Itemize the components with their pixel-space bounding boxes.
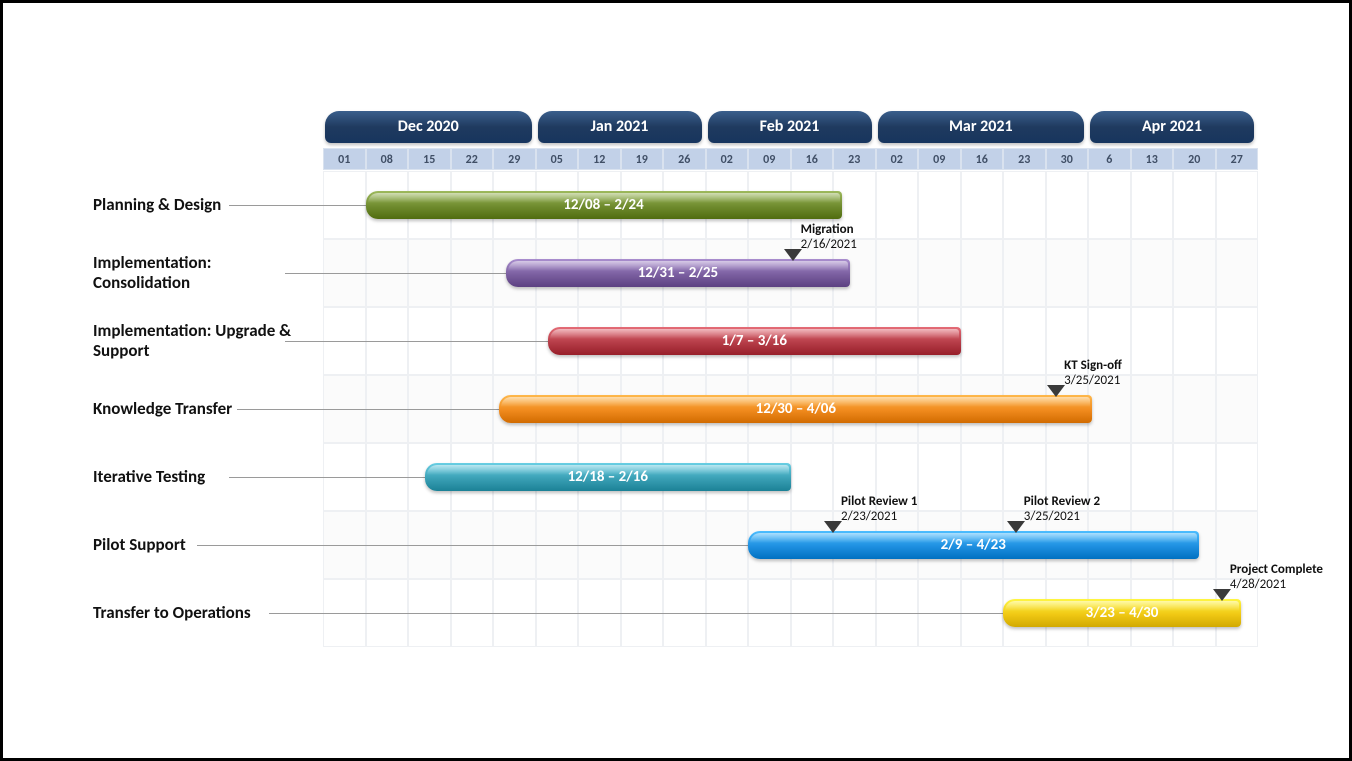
milestone-marker xyxy=(1047,385,1065,397)
week-header: 26 xyxy=(663,148,706,170)
grid-cell xyxy=(1131,307,1174,375)
week-header: 16 xyxy=(791,148,834,170)
task-bar: 12/08 – 2/24 xyxy=(366,191,842,219)
grid-cell xyxy=(1003,307,1046,375)
milestone-name: Pilot Review 2 xyxy=(1024,495,1100,510)
milestone-name: KT Sign-off xyxy=(1064,359,1122,374)
grid-cell xyxy=(1173,307,1216,375)
week-header: 23 xyxy=(1003,148,1046,170)
milestone-marker xyxy=(784,249,802,261)
task-bar: 12/18 – 2/16 xyxy=(425,463,791,491)
week-header: 09 xyxy=(748,148,791,170)
grid-cell xyxy=(1173,171,1216,239)
milestone-marker xyxy=(1007,521,1025,533)
leader-line xyxy=(285,341,548,342)
week-header: 22 xyxy=(451,148,494,170)
grid-cell xyxy=(1088,239,1131,307)
milestone-marker xyxy=(824,521,842,533)
grid-cell xyxy=(1216,443,1259,511)
milestone-name: Migration xyxy=(801,223,857,238)
task-label: Implementation: Upgrade & Support xyxy=(93,321,293,362)
week-header: 16 xyxy=(961,148,1004,170)
leader-line xyxy=(229,205,366,206)
week-header: 01 xyxy=(323,148,366,170)
grid-cell xyxy=(876,171,919,239)
milestone-date: 3/25/2021 xyxy=(1064,374,1122,389)
week-header: 12 xyxy=(578,148,621,170)
month-header: Jan 2021 xyxy=(538,111,702,143)
grid-cell xyxy=(1088,171,1131,239)
week-header: 08 xyxy=(366,148,409,170)
grid-cell xyxy=(961,443,1004,511)
milestone-name: Pilot Review 1 xyxy=(841,495,917,510)
grid-cell xyxy=(1046,239,1089,307)
grid-cell xyxy=(1003,239,1046,307)
week-header: 29 xyxy=(493,148,536,170)
week-header: 20 xyxy=(1173,148,1216,170)
task-bar: 12/30 – 4/06 xyxy=(499,395,1092,423)
grid-cell xyxy=(1173,375,1216,443)
week-header: 02 xyxy=(706,148,749,170)
leader-line xyxy=(237,409,499,410)
milestone-marker xyxy=(1213,589,1231,601)
grid-cell xyxy=(918,171,961,239)
grid-cell xyxy=(876,239,919,307)
grid-cell xyxy=(1216,375,1259,443)
week-header: 09 xyxy=(918,148,961,170)
gantt-frame: Dec 2020Jan 2021Feb 2021Mar 2021Apr 2021… xyxy=(0,0,1352,761)
week-header: 13 xyxy=(1131,148,1174,170)
milestone-label: Migration2/16/2021 xyxy=(801,223,857,253)
leader-line xyxy=(197,545,748,546)
milestone-date: 2/16/2021 xyxy=(801,238,857,253)
grid-cell xyxy=(1131,171,1174,239)
milestone-label: Project Complete4/28/2021 xyxy=(1230,563,1323,593)
leader-line xyxy=(285,273,506,274)
milestone-label: KT Sign-off3/25/2021 xyxy=(1064,359,1122,389)
grid-cell xyxy=(1131,443,1174,511)
task-bar: 2/9 – 4/23 xyxy=(748,531,1199,559)
leader-line xyxy=(269,613,1003,614)
grid-cell xyxy=(1046,171,1089,239)
week-header: 19 xyxy=(621,148,664,170)
week-header: 05 xyxy=(536,148,579,170)
milestone-date: 2/23/2021 xyxy=(841,510,917,525)
month-header: Apr 2021 xyxy=(1090,111,1254,143)
grid-cell xyxy=(961,307,1004,375)
leader-line xyxy=(229,477,425,478)
month-header: Dec 2020 xyxy=(325,111,532,143)
grid-cell xyxy=(1173,239,1216,307)
week-header: 23 xyxy=(833,148,876,170)
milestone-date: 4/28/2021 xyxy=(1230,578,1323,593)
task-bar: 1/7 – 3/16 xyxy=(548,327,960,355)
gantt-chart: Dec 2020Jan 2021Feb 2021Mar 2021Apr 2021… xyxy=(3,3,1349,758)
milestone-label: Pilot Review 23/25/2021 xyxy=(1024,495,1100,525)
grid-cell xyxy=(918,443,961,511)
grid-cell xyxy=(961,239,1004,307)
grid-cell xyxy=(1216,171,1259,239)
milestone-label: Pilot Review 12/23/2021 xyxy=(841,495,917,525)
task-bar: 3/23 – 4/30 xyxy=(1003,599,1241,627)
grid-cell xyxy=(1216,307,1259,375)
month-header: Feb 2021 xyxy=(708,111,872,143)
week-header: 6 xyxy=(1088,148,1131,170)
task-label: Transfer to Operations xyxy=(93,603,293,623)
week-header: 30 xyxy=(1046,148,1089,170)
grid-cell xyxy=(1003,171,1046,239)
grid-cell xyxy=(961,171,1004,239)
week-header: 02 xyxy=(876,148,919,170)
grid-cell xyxy=(791,443,834,511)
grid-cell xyxy=(1131,239,1174,307)
milestone-date: 3/25/2021 xyxy=(1024,510,1100,525)
milestone-name: Project Complete xyxy=(1230,563,1323,578)
week-header: 15 xyxy=(408,148,451,170)
grid-cell xyxy=(918,239,961,307)
week-header: 27 xyxy=(1216,148,1259,170)
month-header: Mar 2021 xyxy=(878,111,1085,143)
grid-cell xyxy=(1173,443,1216,511)
grid-cell xyxy=(1216,239,1259,307)
grid-cell xyxy=(1131,375,1174,443)
task-bar: 12/31 – 2/25 xyxy=(506,259,850,287)
task-label: Implementation: Consolidation xyxy=(93,253,293,294)
